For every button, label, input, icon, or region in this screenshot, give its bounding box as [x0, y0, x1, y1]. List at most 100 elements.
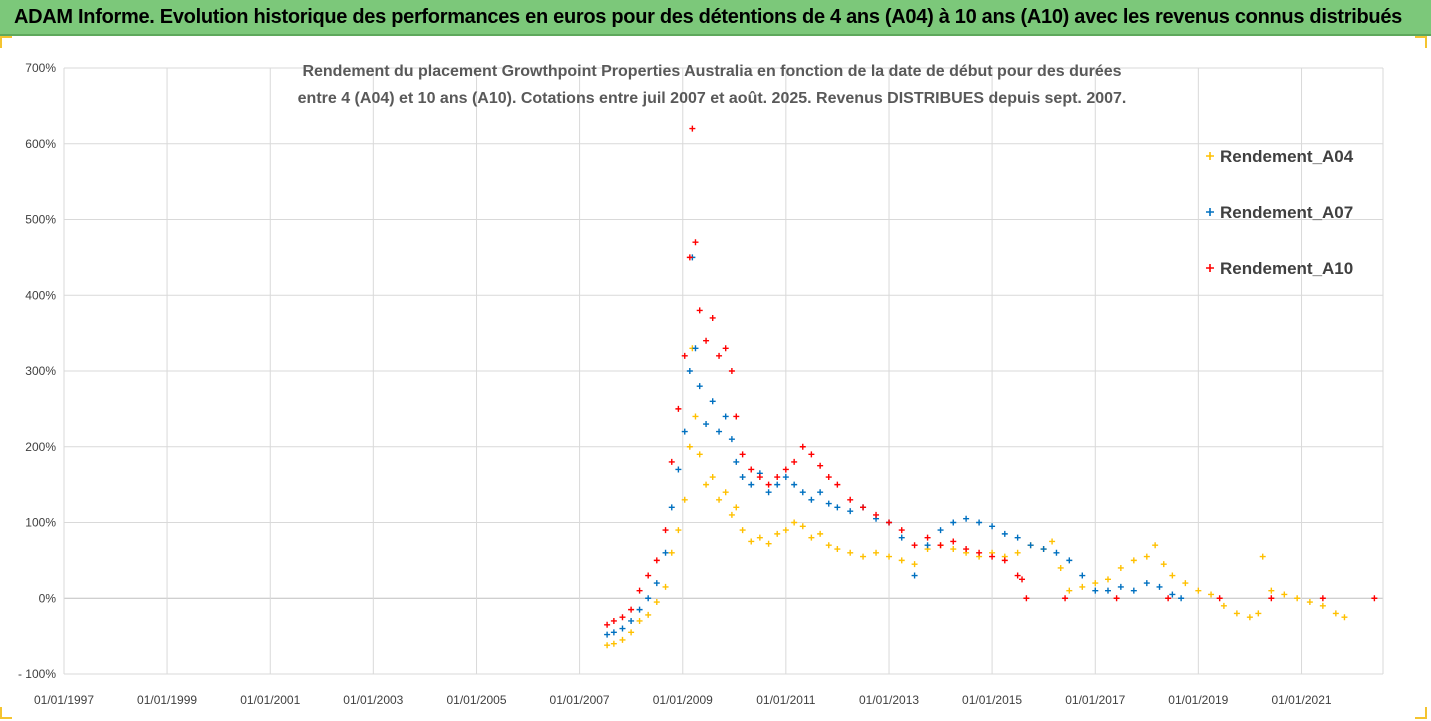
data-point: [653, 599, 660, 606]
data-point: [686, 443, 693, 450]
data-point: [668, 549, 675, 556]
data-point: [1117, 583, 1124, 590]
data-point: [1178, 595, 1185, 602]
chart-subtitle: entre 4 (A04) et 10 ans (A10). Cotations…: [298, 90, 1127, 107]
data-point: [1019, 576, 1026, 583]
data-point: [765, 481, 772, 488]
x-tick-label: 01/01/2015: [962, 693, 1022, 707]
data-point: [716, 496, 723, 503]
data-point: [733, 504, 740, 511]
data-point: [898, 557, 905, 564]
data-point: [681, 496, 688, 503]
data-point: [645, 572, 652, 579]
data-point: [628, 617, 635, 624]
data-point: [604, 631, 611, 638]
corner-marker-top-right: [1415, 36, 1427, 48]
data-point: [728, 368, 735, 374]
data-point: [653, 580, 660, 587]
data-point: [686, 254, 693, 261]
data-point: [728, 436, 735, 443]
data-point: [834, 481, 841, 488]
data-point: [728, 511, 735, 518]
corner-marker-bottom-right: [1415, 707, 1427, 719]
data-point: [1014, 534, 1021, 541]
data-point: [886, 519, 893, 526]
header-title: ADAM Informe. Evolution historique des p…: [14, 6, 1402, 28]
x-tick-label: 01/01/2009: [653, 693, 713, 707]
data-point: [791, 481, 798, 488]
data-point: [886, 553, 893, 560]
data-point: [1130, 587, 1137, 594]
data-point: [1117, 564, 1124, 571]
y-tick-label: 200%: [25, 440, 56, 454]
data-point: [756, 534, 763, 541]
data-point: [782, 474, 789, 481]
data-point: [765, 489, 772, 496]
data-point: [739, 527, 746, 534]
data-point: [1001, 530, 1008, 537]
data-point: [898, 527, 905, 534]
legend-entry: Rendement_A04: [1220, 147, 1354, 166]
x-tick-label: 01/01/2013: [859, 693, 919, 707]
x-tick-label: 01/01/2005: [446, 693, 506, 707]
x-axis-ticks: 01/01/1997 01/01/1999 01/01/2001 01/01/2003…: [34, 693, 1332, 707]
data-point: [1066, 557, 1073, 564]
x-tick-label: 01/01/2017: [1065, 693, 1125, 707]
data-point: [709, 398, 716, 405]
data-point: [1066, 587, 1073, 594]
legend-entry: Rendement_A07: [1220, 203, 1353, 222]
data-point: [1113, 595, 1120, 602]
data-point: [1143, 580, 1150, 587]
data-point: [1143, 553, 1150, 560]
data-point: [989, 553, 996, 560]
data-point: [662, 583, 669, 590]
data-point: [847, 508, 854, 515]
data-point: [1053, 549, 1060, 556]
data-point: [791, 458, 798, 465]
data-point: [1306, 599, 1313, 606]
data-point: [668, 504, 675, 511]
chart-plot: 700% 600% 500% 400% 300% 200% 100% 0% - 100% 01/…: [18, 61, 1384, 707]
series-Rendement_A07: [604, 254, 1185, 638]
data-point: [709, 474, 716, 481]
data-point: [1092, 587, 1099, 594]
data-point: [668, 458, 675, 465]
x-tick-label: 01/01/2007: [550, 693, 610, 707]
data-point: [860, 553, 867, 560]
y-tick-label: 700%: [25, 61, 56, 75]
data-point: [703, 337, 710, 344]
data-point: [1079, 572, 1086, 579]
data-point: [808, 451, 815, 458]
data-point: [898, 534, 905, 541]
data-point: [1023, 595, 1030, 602]
data-point: [1182, 580, 1189, 587]
data-point: [1319, 595, 1326, 602]
data-point: [1104, 576, 1111, 583]
data-point: [774, 530, 781, 537]
data-point: [1079, 583, 1086, 590]
x-tick-label: 01/01/2001: [240, 693, 300, 707]
legend-marker: [1206, 264, 1214, 272]
data-point: [911, 561, 918, 568]
data-point: [1160, 561, 1167, 568]
data-point: [1268, 587, 1275, 594]
data-point: [873, 549, 880, 556]
data-point: [662, 527, 669, 534]
data-point: [989, 523, 996, 530]
data-point: [1062, 595, 1069, 602]
corner-marker-bottom-left: [0, 707, 12, 719]
data-point: [686, 368, 693, 374]
data-point: [1294, 595, 1301, 602]
corner-marker-top-left: [0, 36, 12, 48]
data-point: [619, 636, 626, 643]
data-point: [950, 519, 957, 526]
data-point: [604, 621, 611, 628]
y-tick-label: 0%: [39, 591, 57, 605]
data-point: [924, 534, 931, 541]
data-point: [636, 617, 643, 624]
data-point: [1208, 591, 1215, 598]
data-point: [937, 542, 944, 549]
data-point: [808, 496, 815, 503]
data-point: [774, 474, 781, 481]
y-tick-label: 600%: [25, 137, 56, 151]
